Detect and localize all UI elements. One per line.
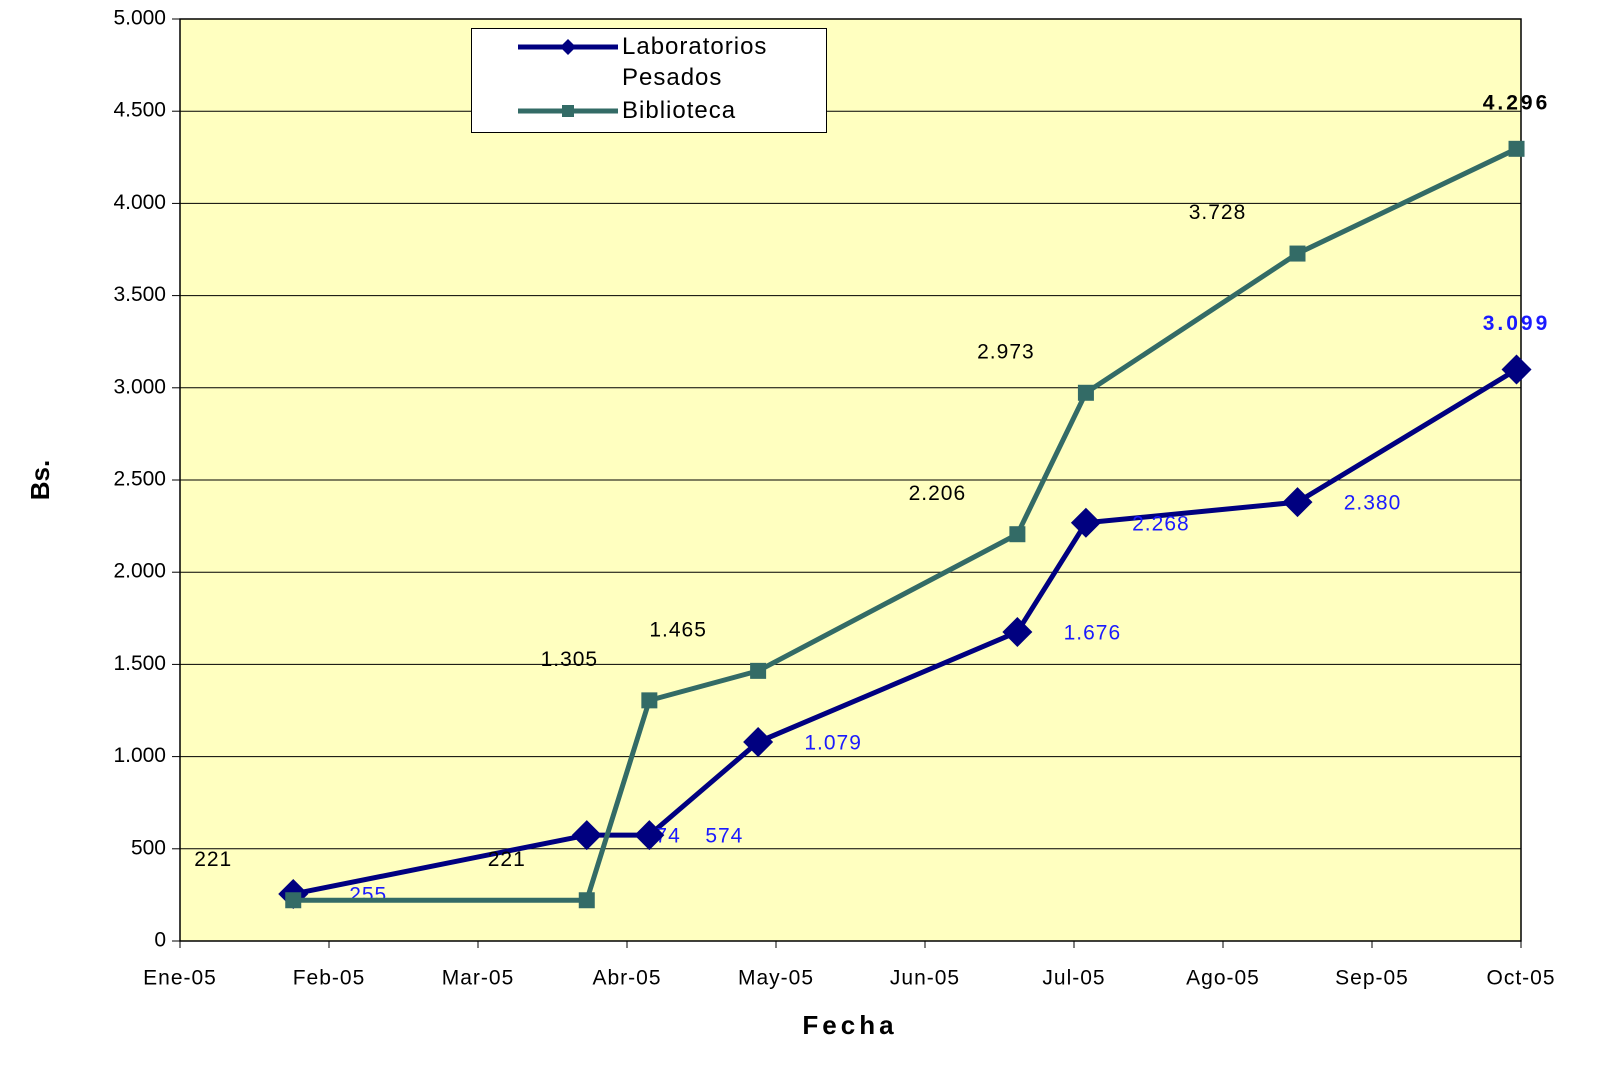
data-point: [750, 662, 767, 679]
y-tick-label: 4.000: [113, 191, 166, 214]
data-label: 1.079: [804, 732, 862, 755]
x-axis-label: Fecha: [802, 1010, 897, 1040]
data-label: 2.380: [1344, 492, 1402, 515]
legend-marker: [562, 105, 574, 117]
data-label: 3.728: [1189, 201, 1247, 224]
data-point: [1002, 616, 1033, 647]
y-tick-label: 1.000: [113, 744, 166, 767]
x-tick-label: Sep-05: [1335, 967, 1409, 990]
data-point: [1070, 507, 1101, 538]
x-tick-label: Jun-05: [890, 967, 960, 990]
y-tick-label: 3.500: [113, 283, 166, 306]
x-tick-label: Oct-05: [1486, 967, 1555, 990]
y-tick-label: 0: [154, 929, 166, 952]
data-point: [1077, 384, 1094, 401]
data-point: [1508, 140, 1525, 157]
data-point: [1289, 245, 1306, 262]
y-tick-label: 4.500: [113, 99, 166, 122]
data-label: 255: [349, 884, 387, 907]
x-tick-label: Mar-05: [442, 967, 515, 990]
x-tick-label: Abr-05: [592, 967, 661, 990]
data-label: 221: [194, 848, 232, 871]
data-point: [634, 820, 665, 851]
legend-marker: [560, 39, 576, 55]
data-label: 2.973: [977, 340, 1035, 363]
legend-label: Laboratorios Pesados: [622, 33, 768, 91]
legend-item: Biblioteca: [472, 95, 826, 126]
legend: Laboratorios Pesados Biblioteca: [471, 28, 827, 133]
data-point: [578, 892, 595, 909]
legend-swatch: [518, 105, 618, 117]
x-tick-label: May-05: [738, 967, 814, 990]
data-point: [571, 820, 602, 851]
data-point: [1009, 526, 1026, 543]
x-tick-label: Ago-05: [1186, 967, 1260, 990]
data-label: 1.465: [649, 618, 707, 641]
y-tick-label: 5.000: [113, 7, 166, 30]
legend-label: Biblioteca: [622, 97, 737, 124]
x-tick-label: Jul-05: [1042, 967, 1105, 990]
data-label: 221: [488, 848, 526, 871]
plot-border: [179, 18, 1522, 942]
legend-swatch: [518, 39, 618, 55]
data-point: [641, 692, 658, 709]
data-point: [285, 892, 302, 909]
x-tick-label: Ene-05: [143, 967, 217, 990]
legend-item: Laboratorios Pesados: [472, 31, 826, 93]
data-point: [1282, 487, 1313, 518]
y-tick-label: 1.500: [113, 652, 166, 675]
x-tick-label: Feb-05: [293, 967, 366, 990]
data-point: [1501, 354, 1532, 385]
y-axis-label: Bs.: [25, 460, 55, 500]
data-label: 2.206: [909, 482, 967, 505]
y-tick-label: 2.500: [113, 468, 166, 491]
data-label: 2.268: [1132, 512, 1190, 535]
series-line: [293, 146, 1518, 903]
y-tick-label: 500: [131, 836, 166, 859]
y-tick-label: 3.000: [113, 375, 166, 398]
data-label: 1.305: [541, 648, 599, 671]
data-label: 3.099: [1483, 312, 1551, 335]
y-tick-label: 2.000: [113, 560, 166, 583]
data-label: 574: [705, 825, 743, 848]
data-label: 4.296: [1483, 91, 1551, 114]
data-label: 1.676: [1064, 621, 1122, 644]
data-point: [743, 727, 774, 758]
